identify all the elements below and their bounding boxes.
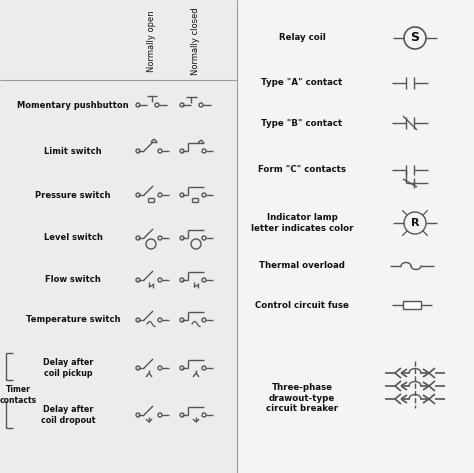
Text: Form "C" contacts: Form "C" contacts [258,166,346,175]
Text: Pressure switch: Pressure switch [35,191,111,200]
Text: Normally closed: Normally closed [191,7,201,75]
Text: Control circuit fuse: Control circuit fuse [255,300,349,309]
Text: S: S [410,32,419,44]
Text: Thermal overload: Thermal overload [259,262,345,271]
Text: Delay after
coil pickup: Delay after coil pickup [43,359,93,378]
Text: Type "B" contact: Type "B" contact [262,119,343,128]
Text: Temperature switch: Temperature switch [26,315,120,324]
Text: Level switch: Level switch [44,234,102,243]
Text: Delay after
coil dropout: Delay after coil dropout [41,405,95,425]
Bar [403,301,421,309]
Text: Limit switch: Limit switch [44,147,102,156]
Text: Type "A" contact: Type "A" contact [261,79,343,88]
Bar [237,0,474,473]
Bar [0,0,237,473]
Text: Three-phase
drawout-type
circuit breaker: Three-phase drawout-type circuit breaker [266,383,338,413]
Text: Momentary pushbutton: Momentary pushbutton [17,100,129,110]
Text: Flow switch: Flow switch [45,275,101,284]
Text: Timer
contacts: Timer contacts [0,385,36,405]
Text: R: R [411,218,419,228]
Text: Indicator lamp
letter indicates color: Indicator lamp letter indicates color [251,213,353,233]
Text: Relay coil: Relay coil [279,34,325,43]
Text: Normally open: Normally open [147,10,156,72]
